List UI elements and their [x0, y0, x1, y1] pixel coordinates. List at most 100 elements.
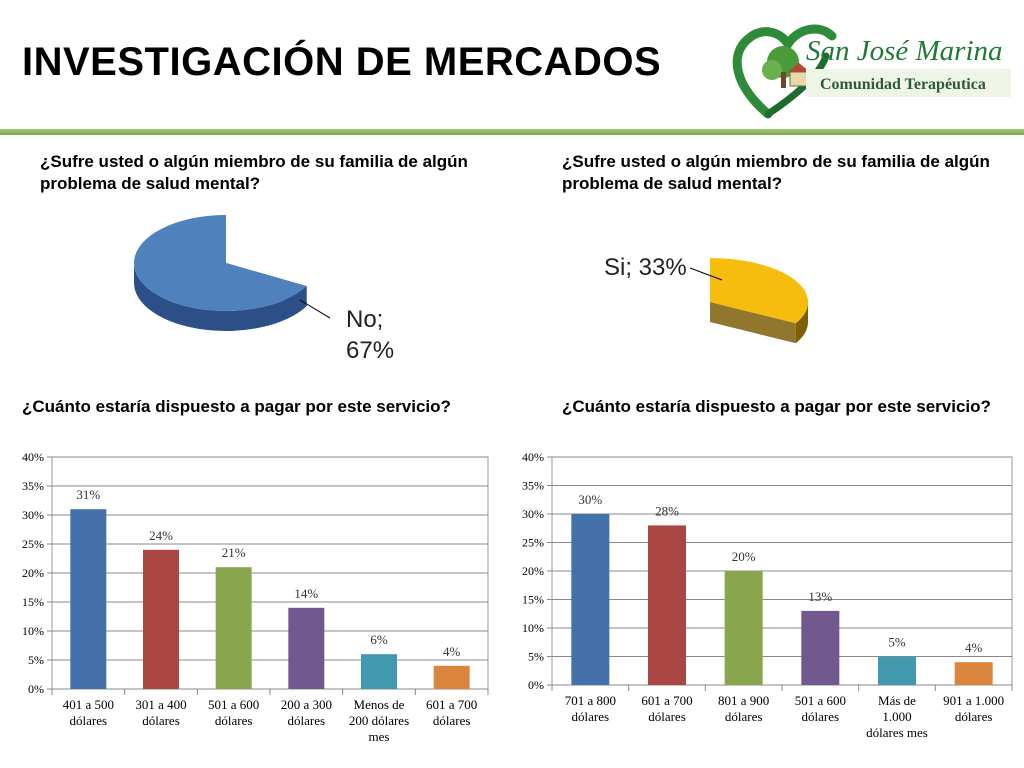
- bar: [288, 607, 325, 689]
- x-category-line: dólares: [955, 709, 993, 724]
- bar-value-label: 30%: [578, 492, 602, 507]
- x-category-line: 200 a 300: [281, 697, 332, 712]
- pie-slice-cut: [710, 302, 796, 344]
- y-tick-label: 10%: [522, 621, 544, 635]
- y-tick-label: 0%: [28, 682, 44, 696]
- x-category-line: 401 a 500: [63, 697, 114, 712]
- x-category-line: dólares: [70, 713, 108, 728]
- bar-value-label: 6%: [370, 632, 388, 647]
- pie-slice-top: [710, 258, 808, 324]
- x-category-line: mes: [369, 729, 390, 744]
- x-category-label: 601 a 700 dólares: [641, 693, 692, 724]
- y-tick-label: 40%: [22, 450, 44, 464]
- y-tick-label: 40%: [522, 450, 544, 464]
- x-category-label: 301 a 400 dólares: [135, 697, 186, 728]
- pie-label-no-line2: 67%: [346, 337, 395, 364]
- logo: San José Marina Comunidad Terapéutica: [732, 24, 1011, 119]
- bar: [954, 662, 993, 685]
- x-category-line: 601 a 700: [641, 693, 692, 708]
- pie-chart-left: [133, 215, 330, 331]
- x-category-label: 901 a 1.000 dólares: [943, 693, 1004, 724]
- bar-value-label: 28%: [655, 503, 679, 518]
- pie-slice-wall: [795, 302, 808, 344]
- x-category-label: 801 a 900 dólares: [718, 693, 769, 724]
- pie-slice-no: [133, 215, 307, 331]
- bar-value-label: 31%: [76, 487, 100, 502]
- x-category-line: 901 a 1.000: [943, 693, 1004, 708]
- y-tick-label: 10%: [22, 624, 44, 638]
- bar: [433, 665, 470, 689]
- x-category-label: 200 a 300 dólares: [281, 697, 332, 728]
- x-category-label: 601 a 700 dólares: [426, 697, 477, 728]
- logo-subtitle: Comunidad Terapéutica: [820, 76, 986, 93]
- bar-value-label: 5%: [888, 635, 906, 650]
- bar: [215, 567, 252, 689]
- pie-slice-si: [710, 258, 808, 344]
- bar-chart-left: 0%5%10%15%20%25%30%35%40%31%401 a 500 dól…: [22, 450, 489, 744]
- x-category-line: 701 a 800: [565, 693, 616, 708]
- y-tick-label: 35%: [522, 479, 544, 493]
- bar: [143, 549, 179, 689]
- bar-value-label: 13%: [808, 589, 832, 604]
- pie-label-si: Si; 33%: [604, 254, 687, 281]
- x-category-line: Menos de: [354, 697, 405, 712]
- y-tick-label: 30%: [522, 507, 544, 521]
- y-tick-label: 15%: [522, 593, 544, 607]
- bar: [70, 509, 107, 689]
- pie-label-no-line1: No;: [346, 306, 384, 333]
- bar: [724, 571, 763, 685]
- x-category-line: dólares: [142, 713, 180, 728]
- pie-slice-wall: [134, 263, 307, 331]
- x-category-line: 1.000: [882, 709, 911, 724]
- bar: [571, 514, 610, 685]
- bar-chart-right: 0%5%10%15%20%25%30%35%40%30%701 a 800 dól…: [522, 450, 1013, 740]
- pie-question-left: ¿Sufre usted o algún miembro de su famil…: [40, 152, 468, 193]
- x-category-label: 501 a 600 dólares: [208, 697, 259, 728]
- y-tick-label: 5%: [528, 650, 544, 664]
- pie-slice-top: [133, 215, 307, 311]
- y-tick-label: 20%: [522, 564, 544, 578]
- x-category-line: dólares: [802, 709, 840, 724]
- x-category-line: dólares mes: [866, 725, 928, 740]
- bar: [801, 610, 840, 685]
- y-tick-label: 25%: [22, 537, 44, 551]
- logo-house-icon: [789, 71, 809, 87]
- bar-value-label: 4%: [965, 640, 983, 655]
- x-category-line: dólares: [572, 709, 610, 724]
- x-category-line: 301 a 400: [135, 697, 186, 712]
- bar-value-label: 4%: [443, 644, 461, 659]
- y-tick-label: 35%: [22, 479, 44, 493]
- x-category-label: Menos de 200 dólares mes: [349, 697, 409, 744]
- x-category-label: 401 a 500 dólares: [63, 697, 114, 728]
- bar-value-label: 21%: [222, 545, 246, 560]
- x-category-line: dólares: [725, 709, 763, 724]
- y-tick-label: 15%: [22, 595, 44, 609]
- x-category-line: 501 a 600: [795, 693, 846, 708]
- y-tick-label: 30%: [22, 508, 44, 522]
- x-category-label: Más de 1.000 dólares mes: [866, 693, 928, 740]
- title-rule: [0, 129, 1024, 135]
- bar: [361, 654, 397, 689]
- pie-leader-line-no: [299, 299, 330, 319]
- x-category-line: dólares: [215, 713, 253, 728]
- y-tick-label: 20%: [22, 566, 44, 580]
- x-category-line: 200 dólares: [349, 713, 409, 728]
- x-category-line: Más de: [878, 693, 916, 708]
- logo-heart-icon: [732, 24, 837, 119]
- x-category-line: dólares: [433, 713, 471, 728]
- bar-value-label: 24%: [149, 528, 173, 543]
- pie-leader-line-si: [689, 267, 723, 281]
- pie-chart-right: [689, 258, 808, 344]
- y-tick-label: 0%: [528, 678, 544, 692]
- bar-question-left: ¿Cuánto estaría dispuesto a pagar por es…: [22, 397, 451, 416]
- x-category-line: 801 a 900: [718, 693, 769, 708]
- y-tick-label: 25%: [522, 536, 544, 550]
- bar: [648, 525, 686, 685]
- x-category-line: 601 a 700: [426, 697, 477, 712]
- x-category-label: 501 a 600 dólares: [795, 693, 846, 724]
- bar-value-label: 14%: [294, 586, 318, 601]
- pie-question-right: ¿Sufre usted o algún miembro de su famil…: [562, 152, 990, 193]
- x-category-label: 701 a 800 dólares: [565, 693, 616, 724]
- x-category-line: 501 a 600: [208, 697, 259, 712]
- pie-label-no: No; 67%: [346, 304, 394, 366]
